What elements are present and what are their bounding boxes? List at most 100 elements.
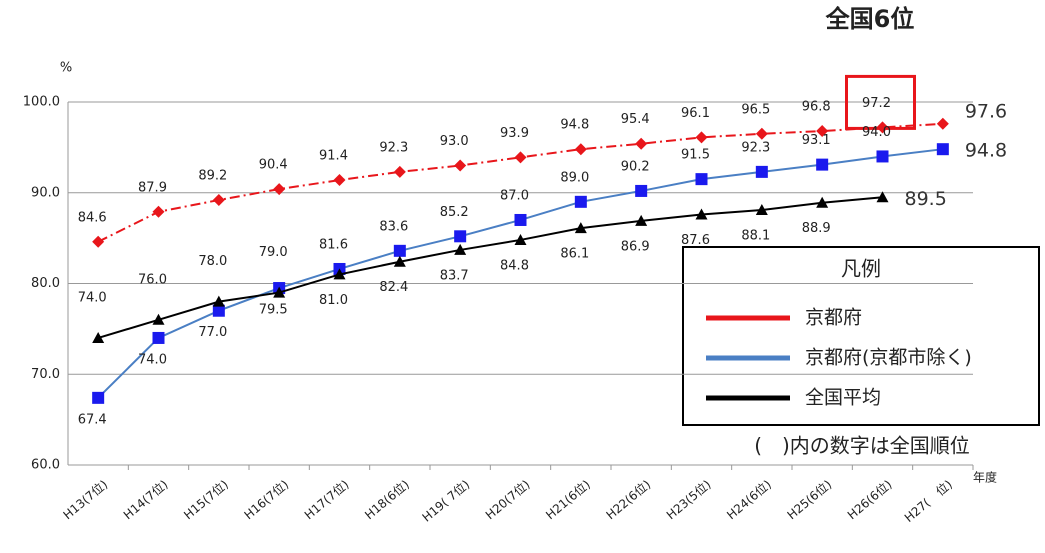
marker bbox=[393, 165, 406, 178]
x-tick-label: H26(6位) bbox=[844, 476, 894, 522]
data-label: 97.2 bbox=[862, 96, 891, 111]
data-label: 74.0 bbox=[78, 290, 107, 305]
legend-label: 京都府(京都市除く) bbox=[805, 347, 972, 369]
marker bbox=[273, 183, 286, 196]
data-label: 96.5 bbox=[741, 102, 770, 117]
data-label: 93.0 bbox=[440, 134, 469, 149]
data-label: 88.9 bbox=[802, 221, 831, 236]
marker bbox=[454, 159, 467, 172]
data-label: 86.1 bbox=[560, 247, 589, 262]
marker bbox=[393, 255, 406, 267]
highlight-box bbox=[845, 74, 916, 130]
marker bbox=[876, 191, 889, 203]
data-label: 81.0 bbox=[319, 293, 348, 308]
marker bbox=[92, 235, 105, 248]
x-tick-label: H15(7位) bbox=[181, 476, 231, 522]
marker bbox=[333, 268, 346, 280]
y-tick-label: 90.0 bbox=[31, 185, 60, 200]
x-tick-label: H21(6位) bbox=[543, 476, 593, 522]
marker bbox=[574, 143, 587, 156]
x-tick-label: H13(7位) bbox=[60, 476, 110, 522]
x-tick-label: H23(5位) bbox=[663, 476, 713, 522]
marker bbox=[212, 304, 225, 317]
data-label: 90.4 bbox=[259, 158, 288, 173]
y-tick-label: 70.0 bbox=[31, 367, 60, 382]
marker bbox=[333, 174, 346, 187]
data-label: 83.7 bbox=[440, 268, 469, 283]
data-label: 92.3 bbox=[741, 140, 770, 155]
data-label: 81.6 bbox=[319, 237, 348, 252]
data-label: 94.0 bbox=[862, 125, 891, 140]
data-label: 74.0 bbox=[138, 352, 167, 367]
marker bbox=[514, 213, 527, 226]
data-label: 87.9 bbox=[138, 180, 167, 195]
data-label: 94.8 bbox=[965, 140, 1007, 162]
marker bbox=[514, 233, 527, 245]
marker bbox=[152, 331, 165, 344]
marker bbox=[92, 391, 105, 404]
data-label: 79.5 bbox=[259, 303, 288, 318]
data-label: 87.0 bbox=[500, 188, 529, 203]
data-label: 67.4 bbox=[78, 412, 107, 427]
marker bbox=[635, 184, 648, 197]
x-tick-label: H24(6位) bbox=[724, 476, 774, 522]
x-tick-label: H16(7位) bbox=[241, 476, 291, 522]
data-label: 86.9 bbox=[621, 239, 650, 254]
note: ( )内の数字は全国順位 bbox=[754, 434, 970, 458]
y-unit: % bbox=[60, 61, 72, 76]
data-label: 79.0 bbox=[259, 245, 288, 260]
data-label: 82.4 bbox=[379, 280, 408, 295]
marker bbox=[695, 208, 708, 220]
marker bbox=[936, 143, 949, 156]
data-label: 96.1 bbox=[681, 106, 710, 121]
series-line bbox=[97, 196, 883, 339]
legend-box bbox=[682, 246, 1040, 426]
legend-label: 京都府 bbox=[805, 307, 862, 329]
marker bbox=[816, 125, 829, 138]
y-tick-label: 80.0 bbox=[31, 276, 60, 291]
x-tick-label: H17(7位) bbox=[301, 476, 351, 522]
x-tick-label: H19( 7位) bbox=[419, 476, 472, 524]
marker bbox=[514, 151, 527, 164]
legend-title: 凡例 bbox=[841, 257, 881, 281]
x-tick-label: H22(6位) bbox=[603, 476, 653, 522]
data-label: 92.3 bbox=[379, 140, 408, 155]
legend-label: 全国平均 bbox=[805, 387, 881, 409]
marker bbox=[816, 158, 829, 171]
data-label: 78.0 bbox=[198, 254, 227, 269]
marker bbox=[876, 150, 889, 163]
marker bbox=[92, 331, 105, 343]
marker bbox=[936, 117, 949, 130]
x-tick-label: H18(6位) bbox=[362, 476, 412, 522]
data-label: 89.2 bbox=[198, 169, 227, 184]
marker bbox=[574, 222, 587, 234]
marker bbox=[695, 131, 708, 144]
marker bbox=[454, 243, 467, 255]
data-label: 87.6 bbox=[681, 233, 710, 248]
data-label: 76.0 bbox=[138, 272, 167, 287]
data-label: 83.6 bbox=[379, 219, 408, 234]
data-label: 90.2 bbox=[621, 159, 650, 174]
marker bbox=[816, 196, 829, 208]
marker bbox=[635, 214, 648, 226]
annotation: 全国6位 bbox=[825, 5, 915, 33]
x-unit: 年度 bbox=[973, 470, 997, 485]
marker bbox=[755, 165, 768, 178]
x-tick-label: H27( 位) bbox=[901, 476, 955, 525]
series-line bbox=[97, 122, 943, 243]
data-label: 96.8 bbox=[802, 100, 831, 115]
marker bbox=[574, 195, 587, 208]
marker bbox=[695, 173, 708, 186]
data-label: 89.0 bbox=[560, 170, 589, 185]
marker bbox=[454, 230, 467, 243]
marker bbox=[212, 194, 225, 207]
data-label: 97.6 bbox=[965, 100, 1007, 122]
marker bbox=[273, 286, 286, 298]
data-label: 84.6 bbox=[78, 210, 107, 225]
marker bbox=[755, 127, 768, 140]
marker bbox=[212, 295, 225, 307]
y-tick-label: 100.0 bbox=[23, 95, 60, 110]
data-label: 91.4 bbox=[319, 149, 348, 164]
data-label: 84.8 bbox=[500, 258, 529, 273]
